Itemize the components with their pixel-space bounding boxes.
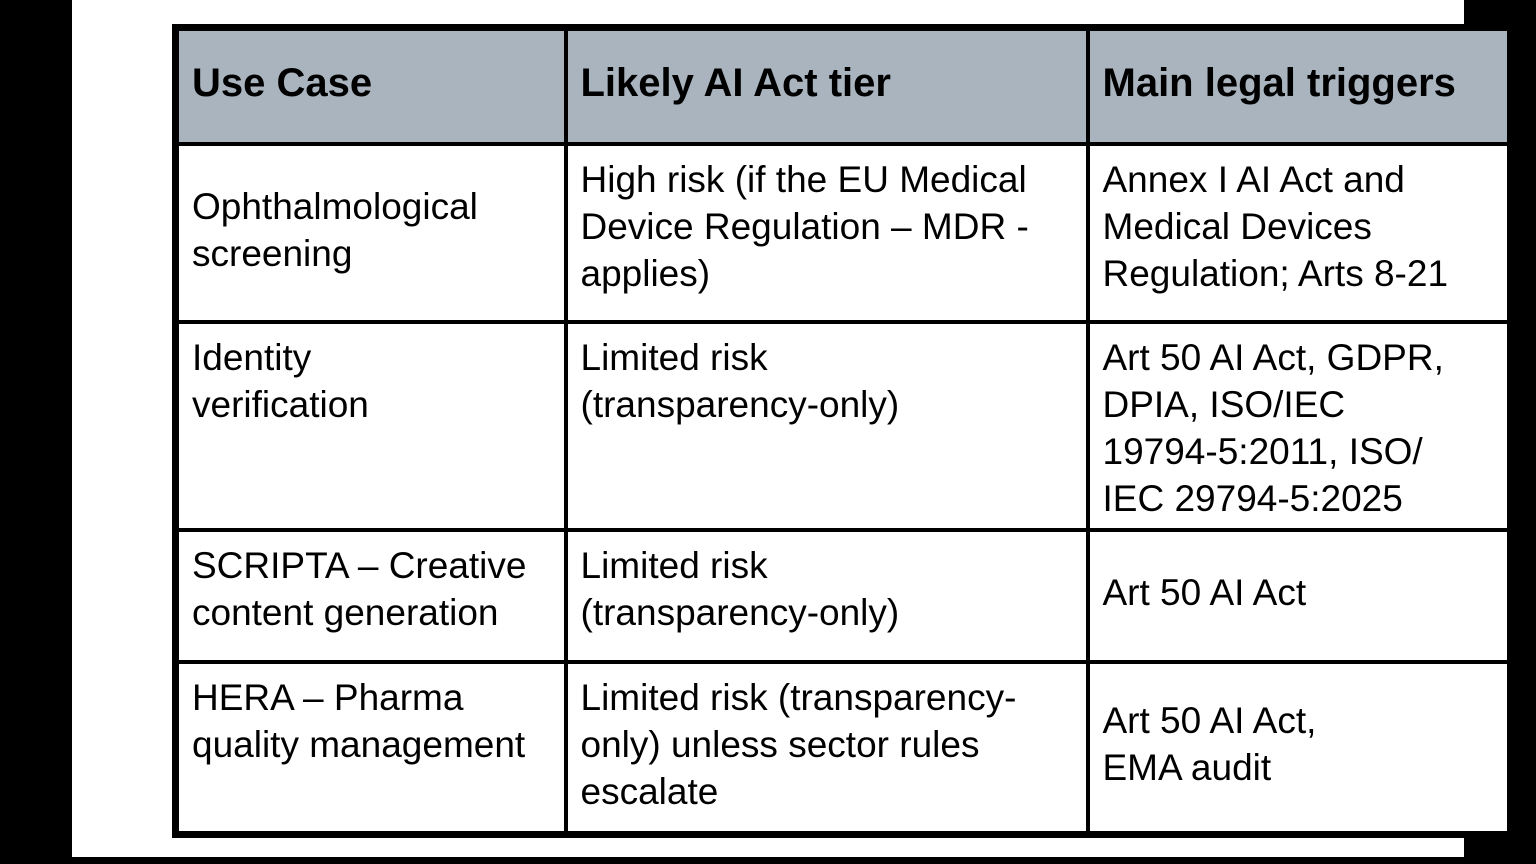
cell-legal-triggers: Art 50 AI Act, GDPR, DPIA, ISO/IEC 19794… [1085, 319, 1513, 532]
cell-legal-triggers: Art 50 AI Act [1085, 527, 1513, 664]
cell-use-case: Identity verification [173, 319, 568, 532]
document-page: Use Case Likely AI Act tier Main legal t… [72, 0, 1514, 857]
column-header-use-case: Use Case [173, 25, 568, 146]
table-row: HERA – Pharma quality management Limited… [173, 659, 1513, 837]
ai-act-risk-table: Use Case Likely AI Act tier Main legal t… [172, 24, 1514, 838]
column-header-legal-triggers: Main legal triggers [1085, 25, 1513, 146]
column-header-ai-act-tier: Likely AI Act tier [563, 25, 1090, 146]
cell-use-case: HERA – Pharma quality management [173, 659, 568, 837]
cell-ai-act-tier: High risk (if the EU Medical Device Regu… [563, 141, 1090, 324]
header-row: Use Case Likely AI Act tier Main legal t… [173, 25, 1513, 146]
cell-ai-act-tier: Limited risk (transparency-only) [563, 527, 1090, 664]
cell-ai-act-tier: Limited risk (transparency-only) [563, 319, 1090, 532]
cell-ai-act-tier: Limited risk (transparency- only) unless… [563, 659, 1090, 837]
table-row: Ophthalmological screening High risk (if… [173, 141, 1513, 324]
cell-use-case: SCRIPTA – Creative content generation [173, 527, 568, 664]
cell-legal-triggers: Annex I AI Act and Medical Devices Regul… [1085, 141, 1513, 324]
cell-use-case: Ophthalmological screening [173, 141, 568, 324]
cell-legal-triggers: Art 50 AI Act, EMA audit [1085, 659, 1513, 837]
table-row: SCRIPTA – Creative content generation Li… [173, 527, 1513, 664]
table-row: Identity verification Limited risk (tran… [173, 319, 1513, 532]
